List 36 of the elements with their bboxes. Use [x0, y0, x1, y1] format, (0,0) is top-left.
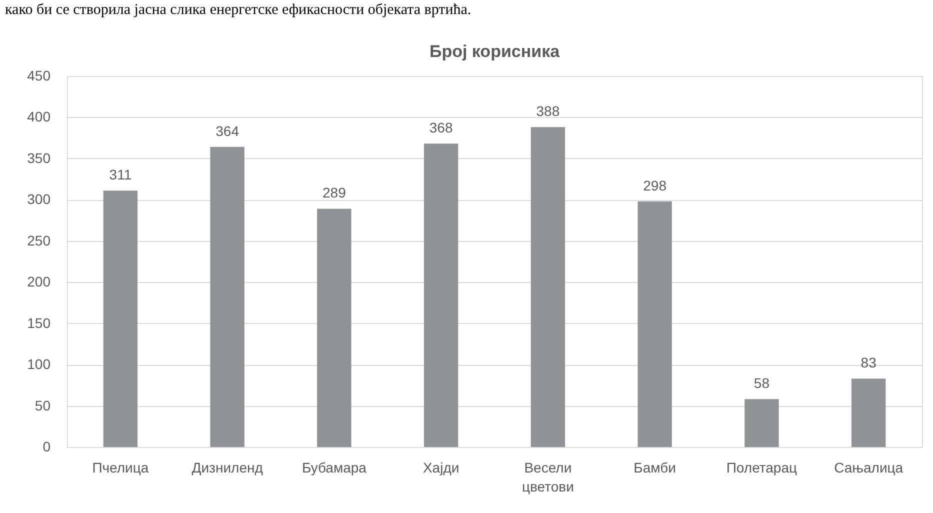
data-label: 368 [429, 120, 453, 136]
data-label: 298 [643, 177, 667, 194]
x-tick-label: Пчелица [92, 460, 149, 476]
y-tick-label: 150 [27, 314, 51, 331]
bar [530, 127, 566, 447]
bar [851, 378, 886, 447]
x-tick-label: Бамби [634, 460, 676, 476]
x-tick-label: Сањалица [834, 460, 904, 476]
x-tick-label: Бубамара [302, 460, 367, 476]
x-tick-label: Полетарац [726, 460, 798, 476]
y-tick-label: 300 [27, 191, 51, 208]
y-tick-label: 450 [27, 68, 51, 84]
y-tick-label: 400 [27, 108, 51, 125]
text: како би се створила јасна слика енергетске ефикасности објеката вртића. [5, 2, 472, 18]
y-tick-label: 0 [42, 438, 51, 454]
data-label: 311 [109, 166, 132, 183]
bar [424, 144, 458, 447]
data-label: 58 [754, 375, 770, 392]
y-tick-label: 50 [34, 397, 51, 414]
y-tick-label: 350 [27, 150, 51, 166]
data-label: 289 [322, 184, 346, 201]
y-tick-label: 100 [27, 356, 51, 372]
bar [317, 208, 352, 447]
y-tick-label: 250 [27, 232, 51, 248]
data-label: 364 [216, 122, 240, 139]
x-tick-label: Дизниленд [192, 460, 263, 476]
data-label: 388 [536, 103, 560, 120]
bar [103, 190, 138, 447]
bar [638, 201, 672, 447]
x-tick-label: Хајди [422, 460, 460, 476]
y-tick-label: 200 [27, 274, 51, 290]
bar [210, 146, 244, 447]
data-label: 83 [860, 354, 877, 371]
x-tick-label: Весели цветови [522, 460, 574, 494]
bar [744, 399, 779, 447]
chart-title: Број корисника [429, 42, 560, 61]
